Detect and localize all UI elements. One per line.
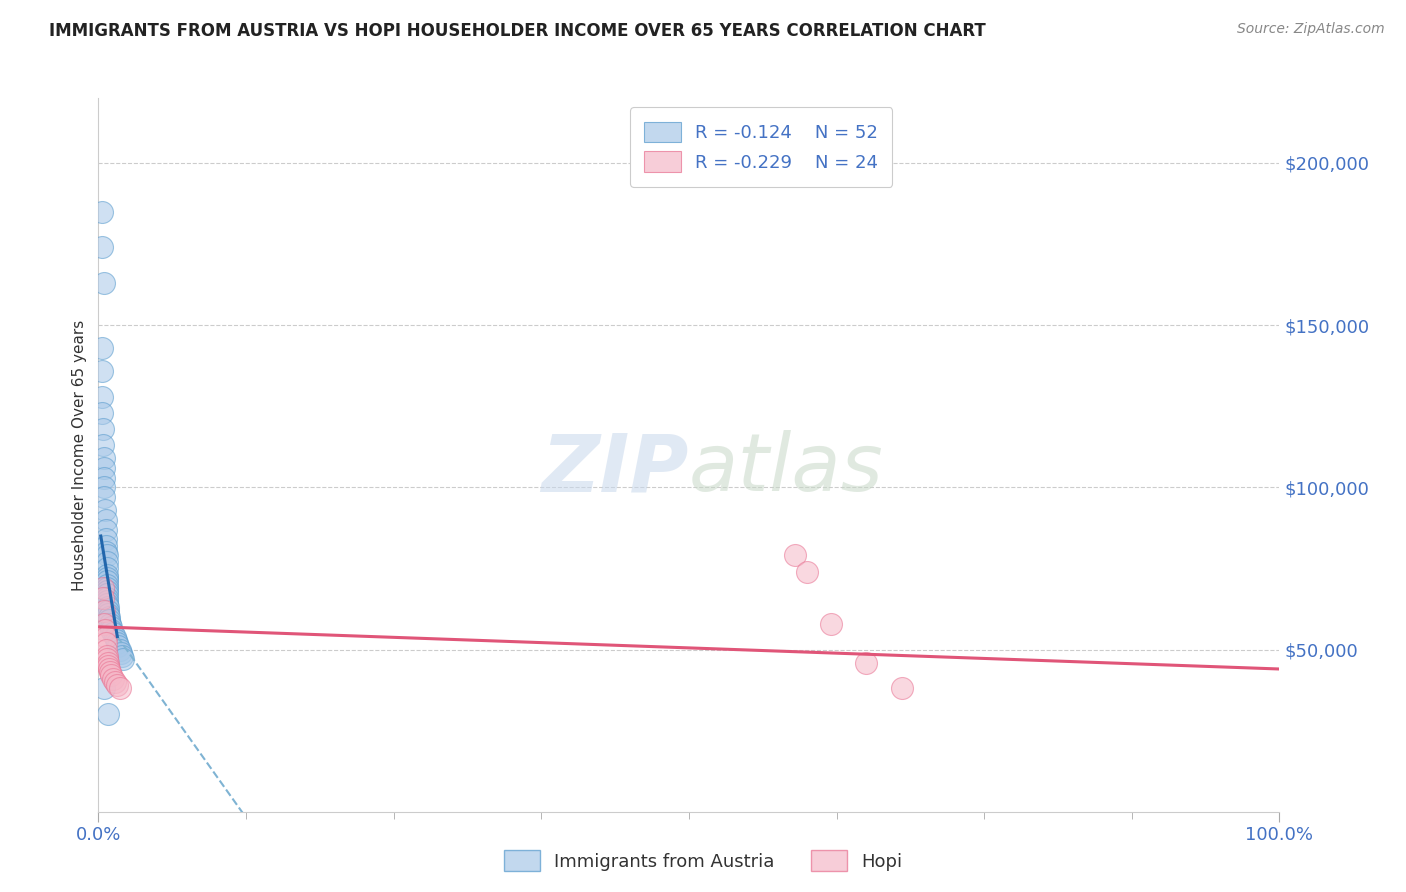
Point xyxy=(890,681,912,696)
Point xyxy=(101,672,124,686)
Point xyxy=(91,591,114,605)
Point xyxy=(94,636,117,650)
Point xyxy=(98,665,121,680)
Point xyxy=(96,581,118,595)
Point xyxy=(107,640,129,654)
Point xyxy=(96,574,118,589)
Point xyxy=(91,438,114,452)
Point xyxy=(97,600,120,615)
Point xyxy=(98,616,121,631)
Point xyxy=(104,630,127,644)
Point xyxy=(110,646,132,660)
Point xyxy=(93,470,115,484)
Point xyxy=(91,390,114,404)
Point xyxy=(97,604,120,618)
Point xyxy=(93,451,115,466)
Point xyxy=(93,461,115,475)
Point xyxy=(94,630,117,644)
Point xyxy=(96,571,118,585)
Point xyxy=(96,648,118,663)
Point xyxy=(96,652,118,666)
Point xyxy=(93,616,115,631)
Point xyxy=(97,656,120,670)
Point xyxy=(96,594,118,608)
Point xyxy=(105,632,128,647)
Point xyxy=(93,681,115,696)
Point xyxy=(96,555,118,569)
Point xyxy=(94,623,117,637)
Y-axis label: Householder Income Over 65 years: Householder Income Over 65 years xyxy=(72,319,87,591)
Point xyxy=(97,707,120,722)
Point xyxy=(91,406,114,420)
Point xyxy=(96,568,118,582)
Point xyxy=(94,513,117,527)
Point xyxy=(105,636,128,650)
Point xyxy=(855,656,877,670)
Point xyxy=(94,545,117,559)
Point xyxy=(96,597,118,611)
Legend: R = -0.124    N = 52, R = -0.229    N = 24: R = -0.124 N = 52, R = -0.229 N = 24 xyxy=(630,107,893,186)
Point xyxy=(94,523,117,537)
Point xyxy=(796,565,818,579)
Point xyxy=(94,503,117,517)
Point xyxy=(104,675,127,690)
Point xyxy=(91,204,114,219)
Point xyxy=(785,549,807,563)
Point xyxy=(100,620,122,634)
Point xyxy=(91,363,114,377)
Point xyxy=(91,422,114,436)
Point xyxy=(94,533,117,547)
Point xyxy=(108,681,131,696)
Point xyxy=(98,613,121,627)
Point xyxy=(100,623,122,637)
Point xyxy=(820,616,842,631)
Point xyxy=(100,668,122,682)
Point xyxy=(93,490,115,504)
Point xyxy=(94,642,117,657)
Text: ZIP: ZIP xyxy=(541,430,689,508)
Point xyxy=(98,662,121,676)
Point xyxy=(91,341,114,355)
Point xyxy=(94,539,117,553)
Point xyxy=(97,658,120,673)
Point xyxy=(91,581,114,595)
Legend: Immigrants from Austria, Hopi: Immigrants from Austria, Hopi xyxy=(496,843,910,879)
Point xyxy=(96,549,118,563)
Point xyxy=(96,584,118,599)
Text: atlas: atlas xyxy=(689,430,884,508)
Point xyxy=(112,652,135,666)
Point xyxy=(105,678,128,692)
Point xyxy=(93,604,115,618)
Point xyxy=(96,577,118,591)
Point xyxy=(93,276,115,290)
Point xyxy=(96,591,118,605)
Point xyxy=(97,607,120,621)
Point xyxy=(111,648,134,663)
Point xyxy=(108,642,131,657)
Point xyxy=(96,587,118,601)
Point xyxy=(101,626,124,640)
Point xyxy=(93,480,115,494)
Point xyxy=(91,240,114,254)
Text: IMMIGRANTS FROM AUSTRIA VS HOPI HOUSEHOLDER INCOME OVER 65 YEARS CORRELATION CHA: IMMIGRANTS FROM AUSTRIA VS HOPI HOUSEHOL… xyxy=(49,22,986,40)
Point xyxy=(96,561,118,575)
Text: Source: ZipAtlas.com: Source: ZipAtlas.com xyxy=(1237,22,1385,37)
Point xyxy=(98,610,121,624)
